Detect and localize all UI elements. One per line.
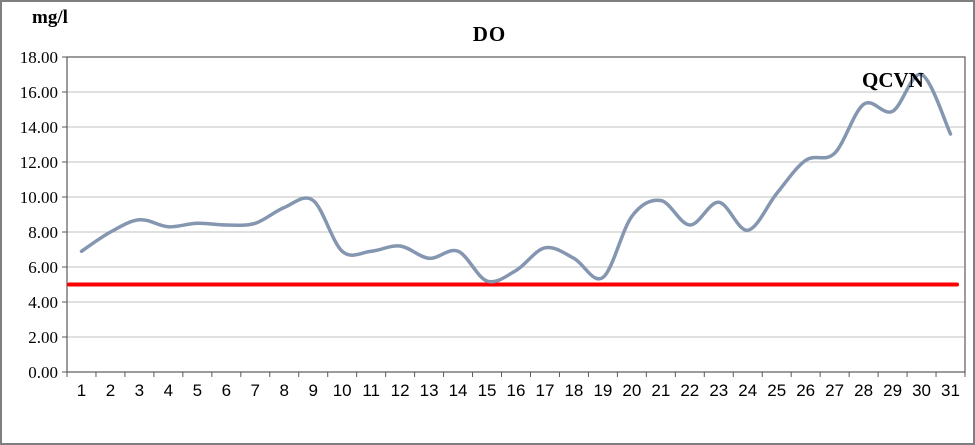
x-tick-label: 10 [333,381,352,400]
x-tick-label: 27 [825,381,844,400]
x-tick-label: 1 [77,381,86,400]
x-tick-label: 22 [680,381,699,400]
x-tick-label: 28 [854,381,873,400]
x-tick-label: 17 [536,381,555,400]
x-tick-label: 4 [164,381,173,400]
y-tick-label: 18.00 [20,48,58,67]
x-tick-label: 6 [222,381,231,400]
x-tick-label: 23 [709,381,728,400]
x-tick-label: 2 [106,381,115,400]
chart-title: DO [472,22,507,46]
x-tick-label: 20 [622,381,641,400]
x-tick-label: 29 [883,381,902,400]
plot-area-border [66,56,966,373]
x-tick-label: 14 [449,381,468,400]
x-tick-label: 9 [308,381,317,400]
y-tick-label: 6.00 [28,258,58,277]
y-tick-label: 14.00 [20,118,58,137]
x-tick-label: 5 [193,381,202,400]
x-tick-label: 15 [478,381,497,400]
x-tick-label: 8 [280,381,289,400]
x-tick-label: 11 [362,381,380,400]
x-tick-label: 21 [651,381,670,400]
x-tick-label: 13 [420,381,439,400]
y-tick-label: 16.00 [20,83,58,102]
x-tick-label: 3 [135,381,144,400]
qcvn-annotation-label: QCVN [862,68,924,92]
x-tick-label: 24 [738,381,757,400]
y-axis-unit-label: mg/l [32,7,68,28]
x-tick-label: 18 [564,381,583,400]
x-tick-label: 7 [251,381,260,400]
x-tick-label: 26 [796,381,815,400]
y-tick-label: 12.00 [20,153,58,172]
y-tick-label: 8.00 [28,223,58,242]
y-tick-label: 2.00 [28,328,58,347]
x-tick-label: 30 [912,381,931,400]
x-tick-label: 16 [507,381,526,400]
x-tick-label: 25 [767,381,786,400]
do-series-line [79,72,953,284]
y-tick-label: 4.00 [28,293,58,312]
x-tick-label: 31 [941,381,960,400]
y-tick-label: 10.00 [20,188,58,207]
x-tick-label: 12 [391,381,410,400]
y-tick-label: 0.00 [28,363,58,382]
x-tick-label: 19 [593,381,612,400]
